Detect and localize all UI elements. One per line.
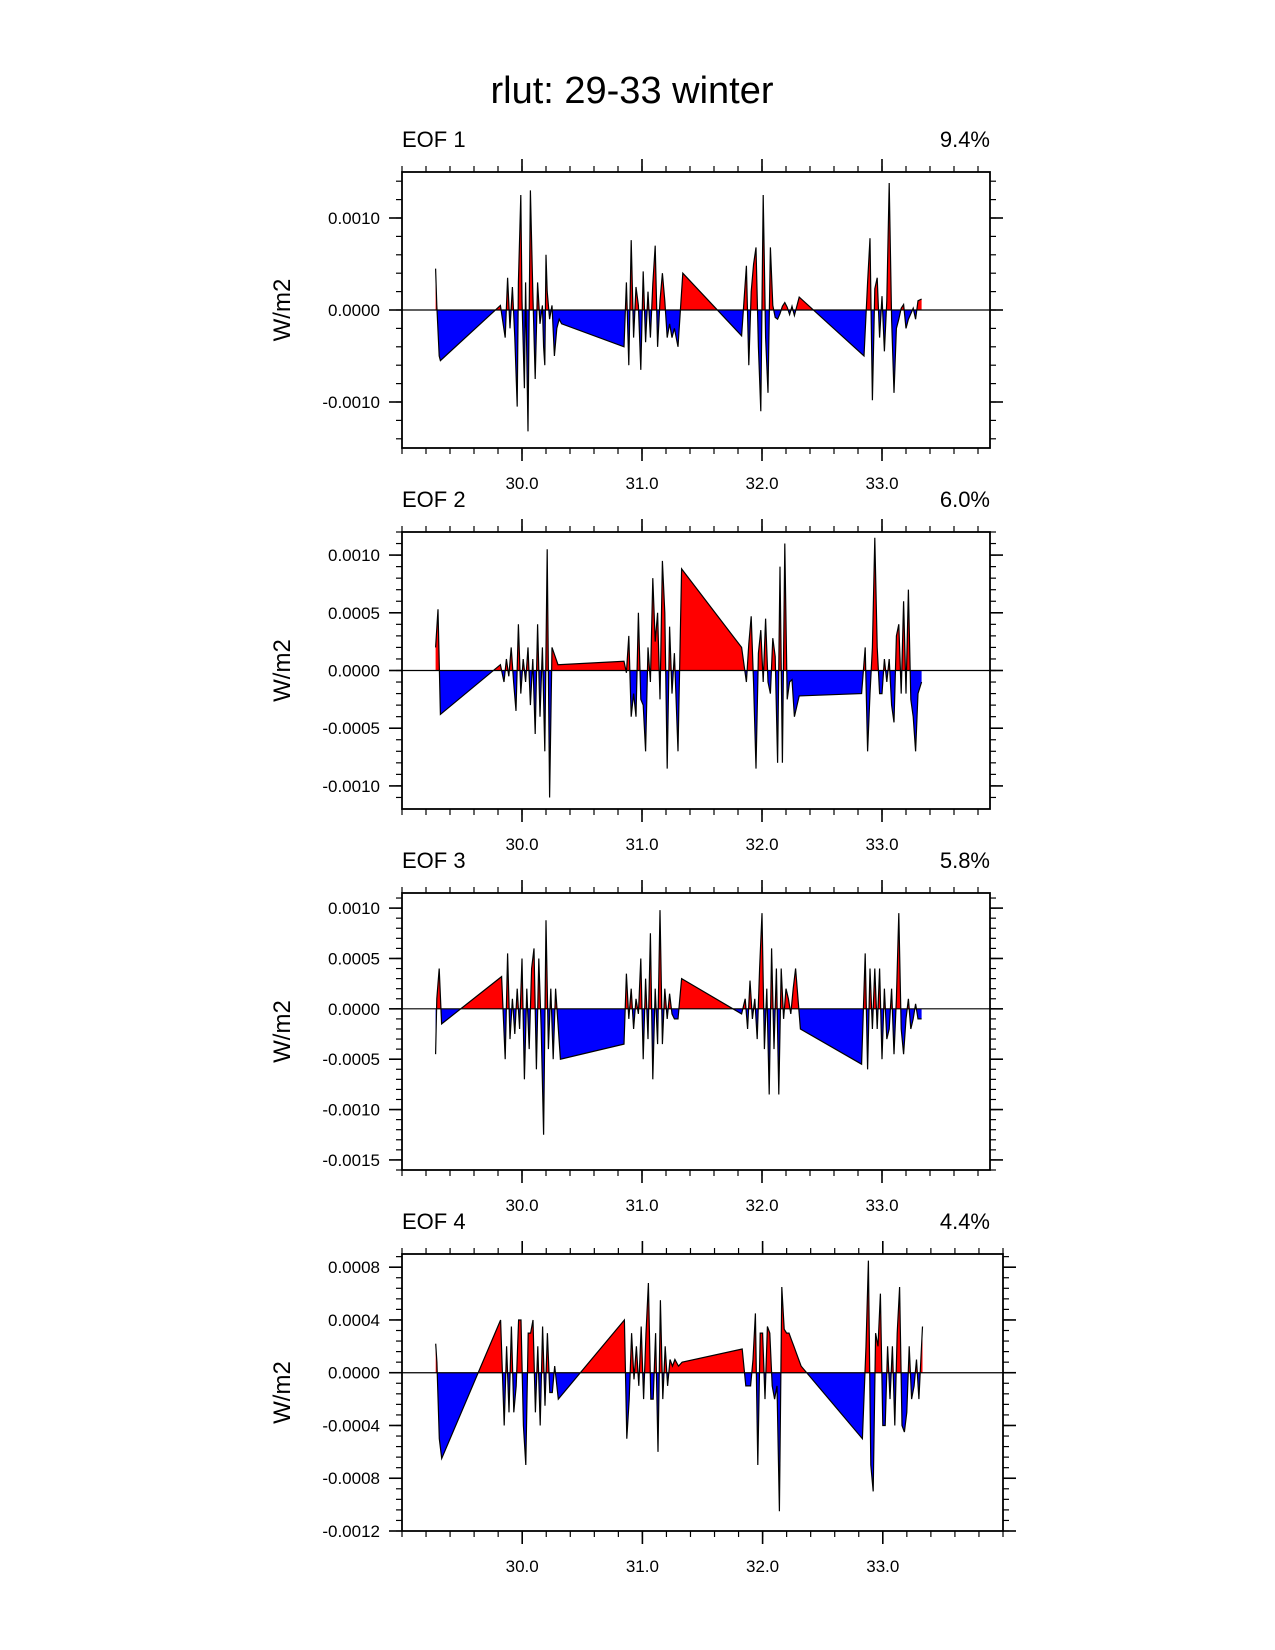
ytick-label-eof1: 0.0010 xyxy=(328,209,380,228)
xtick-label-eof2: 30.0 xyxy=(505,835,538,854)
ytick-label-eof2: 0.0005 xyxy=(328,604,380,623)
xtick-label-eof3: 30.0 xyxy=(505,1196,538,1215)
ytick-label-eof4: 0.0008 xyxy=(328,1258,380,1277)
ytick-label-eof1: 0.0000 xyxy=(328,301,380,320)
ytick-label-eof4: -0.0012 xyxy=(322,1522,380,1541)
panel-label-eof2: EOF 2 xyxy=(402,487,466,512)
panel-label-eof1: EOF 1 xyxy=(402,127,466,152)
eof-panels: -0.0010 0.0000 0.0010 30.0 31.0 32.0 33.0 EOF 1… xyxy=(269,127,1016,1576)
negative-area-eof4 xyxy=(437,1372,921,1512)
negative-area-eof2 xyxy=(435,670,922,798)
ytick-label-eof2: -0.0005 xyxy=(322,719,380,738)
series-line-eof4 xyxy=(435,1260,924,1512)
xtick-label-eof1: 33.0 xyxy=(865,474,898,493)
positive-area-eof2 xyxy=(435,537,922,671)
xtick-label-eof4: 33.0 xyxy=(866,1557,899,1576)
panel-label-eof4: EOF 4 xyxy=(402,1209,466,1234)
ylabel-eof2: W/m2 xyxy=(269,639,296,702)
xtick-label-eof1: 31.0 xyxy=(625,474,658,493)
ytick-label-eof3: -0.0015 xyxy=(322,1151,380,1170)
ylabel-eof4: W/m2 xyxy=(269,1361,296,1424)
xtick-label-eof3: 33.0 xyxy=(865,1196,898,1215)
ytick-label-eof4: 0.0000 xyxy=(328,1364,380,1383)
ytick-label-eof3: 0.0005 xyxy=(328,949,380,968)
ytick-label-eof3: -0.0010 xyxy=(322,1101,380,1120)
eof-panel-2: -0.0010 -0.0005 0.0000 0.0005 0.0010 30.0 31.0… xyxy=(269,487,1003,854)
ytick-label-eof2: 0.0000 xyxy=(328,662,380,681)
xtick-label-eof3: 32.0 xyxy=(745,1196,778,1215)
panel-percent-eof3: 5.8% xyxy=(940,848,990,873)
positive-area-eof4 xyxy=(435,1260,923,1373)
panel-percent-eof2: 6.0% xyxy=(940,487,990,512)
xtick-label-eof1: 32.0 xyxy=(745,474,778,493)
plot-frame-eof3 xyxy=(401,892,991,1171)
ytick-label-eof4: 0.0004 xyxy=(328,1311,380,1330)
xtick-label-eof4: 31.0 xyxy=(626,1557,659,1576)
series-line-eof3 xyxy=(435,910,922,1135)
ylabel-eof3: W/m2 xyxy=(269,1000,296,1063)
xtick-label-eof3: 31.0 xyxy=(625,1196,658,1215)
ytick-label-eof4: -0.0008 xyxy=(322,1469,380,1488)
xtick-label-eof2: 33.0 xyxy=(865,835,898,854)
ytick-label-eof3: 0.0000 xyxy=(328,1000,380,1019)
plot-frame-eof4 xyxy=(401,1253,1004,1532)
series-line-eof1 xyxy=(435,182,922,432)
panel-percent-eof1: 9.4% xyxy=(940,127,990,152)
xtick-label-eof1: 30.0 xyxy=(505,474,538,493)
ytick-label-eof2: 0.0010 xyxy=(328,546,380,565)
series-line-eof2 xyxy=(435,537,923,798)
ylabel-eof1: W/m2 xyxy=(269,279,296,342)
xtick-label-eof4: 32.0 xyxy=(746,1557,779,1576)
eof-panel-1: -0.0010 0.0000 0.0010 30.0 31.0 32.0 33.0 EOF 1… xyxy=(269,127,1003,493)
negative-area-eof3 xyxy=(435,1008,922,1135)
xtick-label-eof4: 30.0 xyxy=(506,1557,539,1576)
xtick-label-eof2: 32.0 xyxy=(745,835,778,854)
eof-panel-3: -0.0015 -0.0010 -0.0005 0.0000 0.0005 0.0010 3… xyxy=(269,848,1003,1215)
ytick-label-eof3: 0.0010 xyxy=(328,899,380,918)
panel-label-eof3: EOF 3 xyxy=(402,848,466,873)
ytick-label-eof3: -0.0005 xyxy=(322,1050,380,1069)
ytick-label-eof1: -0.0010 xyxy=(322,393,380,412)
xtick-label-eof2: 31.0 xyxy=(625,835,658,854)
ytick-label-eof4: -0.0004 xyxy=(322,1416,380,1435)
panel-percent-eof4: 4.4% xyxy=(940,1209,990,1234)
ytick-label-eof2: -0.0010 xyxy=(322,777,380,796)
figure-title: rlut: 29-33 winter xyxy=(490,70,773,112)
eof-panel-4: -0.0012 -0.0008 -0.0004 0.0000 0.0004 0.0008 3… xyxy=(269,1209,1016,1576)
